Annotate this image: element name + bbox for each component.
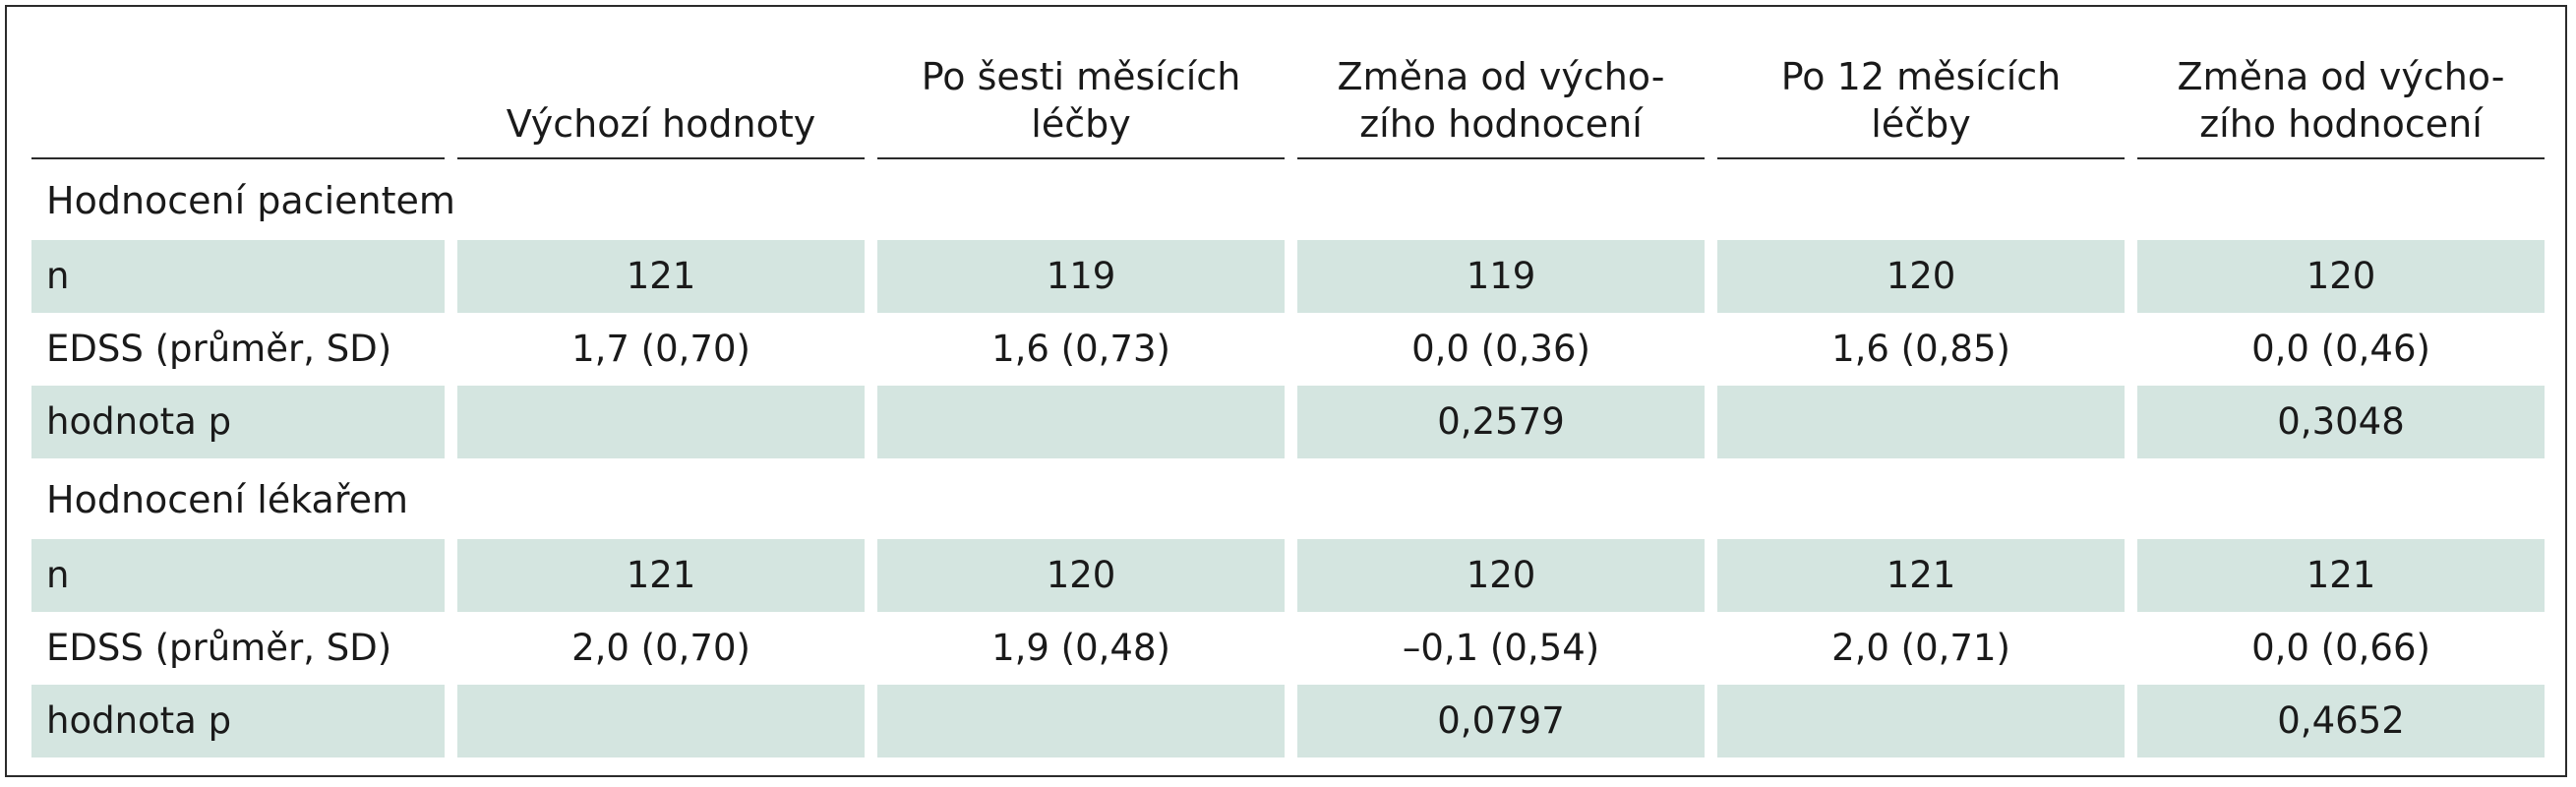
table-body: Hodnocení pacientem n 121 119 119 120 12…	[31, 159, 2545, 757]
table-cell: 120	[1297, 539, 1705, 612]
table-cell	[877, 386, 1285, 458]
table-cell: 120	[2137, 240, 2545, 313]
table-cell	[1717, 685, 2125, 757]
table-cell	[1717, 386, 2125, 458]
table-cell: 119	[877, 240, 1285, 313]
header-cell-blank	[31, 30, 445, 159]
table-cell: 1,6 (0,85)	[1717, 313, 2125, 386]
section-title: Hodnocení lékařem	[46, 478, 409, 521]
table-row: n 121 120 120 121 121	[31, 539, 2545, 612]
table-row: hodnota p 0,2579 0,3048	[31, 386, 2545, 458]
header-line: léčby	[1871, 102, 1971, 146]
table-cell: 1,7 (0,70)	[457, 313, 865, 386]
table-cell: 0,0 (0,46)	[2137, 313, 2545, 386]
table-cell	[877, 685, 1285, 757]
header-line: léčby	[1031, 102, 1131, 146]
table-cell: 119	[1297, 240, 1705, 313]
table-cell: 1,6 (0,73)	[877, 313, 1285, 386]
header-cell-baseline: Výchozí hodnoty	[457, 30, 865, 159]
table-cell: 121	[2137, 539, 2545, 612]
header-cell-twelve-months: Po 12 měsících léčby	[1717, 30, 2125, 159]
row-label: EDSS (průměr, SD)	[31, 612, 445, 685]
table-row: n 121 119 119 120 120	[31, 240, 2545, 313]
header-line: Změna od výcho-	[1337, 55, 1665, 98]
section-title-row: Hodnocení lékařem	[31, 458, 2545, 539]
header-line: Po 12 měsících	[1780, 55, 2062, 98]
table-frame: Výchozí hodnoty Po šesti měsících léčby …	[5, 5, 2567, 777]
table-row: EDSS (průměr, SD) 2,0 (0,70) 1,9 (0,48) …	[31, 612, 2545, 685]
table-cell: 0,4652	[2137, 685, 2545, 757]
header-line: Po šesti měsících	[921, 55, 1241, 98]
table-cell	[457, 685, 865, 757]
table-cell: 121	[457, 539, 865, 612]
header-line: zího hodnocení	[2199, 102, 2483, 146]
section-title: Hodnocení pacientem	[46, 179, 455, 222]
row-label: n	[31, 240, 445, 313]
table-cell: –0,1 (0,54)	[1297, 612, 1705, 685]
section-title-row: Hodnocení pacientem	[31, 159, 2545, 240]
table-cell: 121	[457, 240, 865, 313]
table-row: EDSS (průměr, SD) 1,7 (0,70) 1,6 (0,73) …	[31, 313, 2545, 386]
table-cell: 1,9 (0,48)	[877, 612, 1285, 685]
edss-table: Výchozí hodnoty Po šesti měsících léčby …	[19, 30, 2557, 757]
header-cell-change-twelve: Změna od výcho- zího hodnocení	[2137, 30, 2545, 159]
table-cell: 0,0797	[1297, 685, 1705, 757]
row-label: n	[31, 539, 445, 612]
row-label: EDSS (průměr, SD)	[31, 313, 445, 386]
table-row: hodnota p 0,0797 0,4652	[31, 685, 2545, 757]
header-row: Výchozí hodnoty Po šesti měsících léčby …	[31, 30, 2545, 159]
table-cell: 121	[1717, 539, 2125, 612]
header-cell-change-six: Změna od výcho- zího hodnocení	[1297, 30, 1705, 159]
header-line: Výchozí hodnoty	[506, 102, 816, 146]
table-cell	[457, 386, 865, 458]
table-cell: 120	[877, 539, 1285, 612]
header-line: Změna od výcho-	[2177, 55, 2505, 98]
table-cell: 0,0 (0,66)	[2137, 612, 2545, 685]
table-cell: 0,3048	[2137, 386, 2545, 458]
table-cell: 2,0 (0,71)	[1717, 612, 2125, 685]
row-label: hodnota p	[31, 685, 445, 757]
header-cell-six-months: Po šesti měsících léčby	[877, 30, 1285, 159]
table-header: Výchozí hodnoty Po šesti měsících léčby …	[31, 30, 2545, 159]
table-cell: 120	[1717, 240, 2125, 313]
row-label: hodnota p	[31, 386, 445, 458]
table-cell: 0,2579	[1297, 386, 1705, 458]
table-cell: 0,0 (0,36)	[1297, 313, 1705, 386]
header-line: zího hodnocení	[1359, 102, 1643, 146]
table-cell: 2,0 (0,70)	[457, 612, 865, 685]
